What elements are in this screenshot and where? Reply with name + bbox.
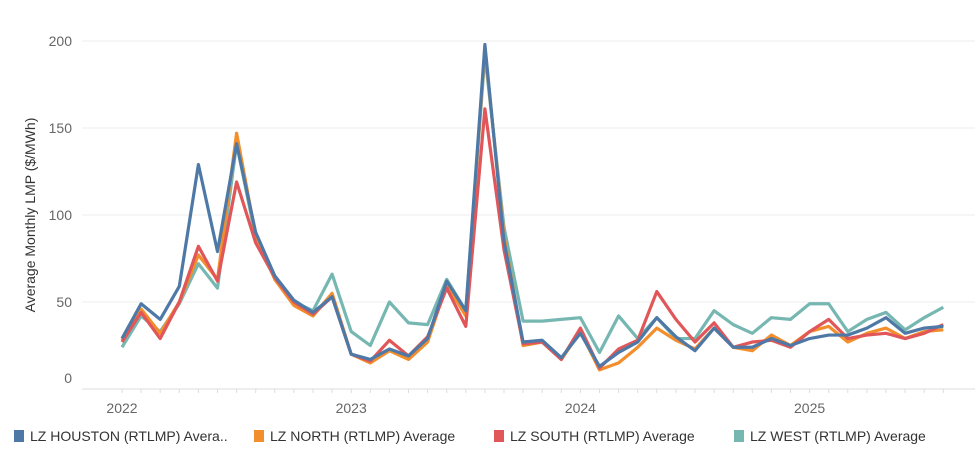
legend-item[interactable]: LZ HOUSTON (RTLMP) Avera.. xyxy=(14,428,254,444)
y-tick-label: 100 xyxy=(49,207,73,223)
y-tick-label: 50 xyxy=(56,294,72,310)
series-line-0 xyxy=(120,42,944,368)
legend-label: LZ SOUTH (RTLMP) Average xyxy=(510,428,695,444)
legend-item[interactable]: LZ SOUTH (RTLMP) Average xyxy=(494,428,734,444)
x-tick-label: 2025 xyxy=(794,400,825,416)
y-tick-label: 0 xyxy=(64,370,72,386)
series-line-2 xyxy=(120,107,944,370)
x-tick-label: 2022 xyxy=(106,400,137,416)
y-tick-label: 200 xyxy=(49,33,73,49)
legend-item[interactable]: LZ WEST (RTLMP) Average xyxy=(734,428,974,444)
legend-label: LZ WEST (RTLMP) Average xyxy=(750,428,926,444)
x-tick-label: 2023 xyxy=(336,400,367,416)
legend: LZ HOUSTON (RTLMP) Avera.. LZ NORTH (RTLM… xyxy=(14,428,974,444)
legend-item[interactable]: LZ NORTH (RTLMP) Average xyxy=(254,428,494,444)
series-line-3 xyxy=(120,53,945,355)
legend-swatch xyxy=(494,430,504,442)
legend-swatch xyxy=(734,430,744,442)
x-tick-label: 2024 xyxy=(565,400,596,416)
y-axis-label: Average Monthly LMP ($/MWh) xyxy=(22,118,38,313)
legend-label: LZ HOUSTON (RTLMP) Avera.. xyxy=(30,428,228,444)
y-tick-label: 150 xyxy=(49,120,73,136)
legend-swatch xyxy=(14,430,24,442)
legend-swatch xyxy=(254,430,264,442)
legend-label: LZ NORTH (RTLMP) Average xyxy=(270,428,456,444)
